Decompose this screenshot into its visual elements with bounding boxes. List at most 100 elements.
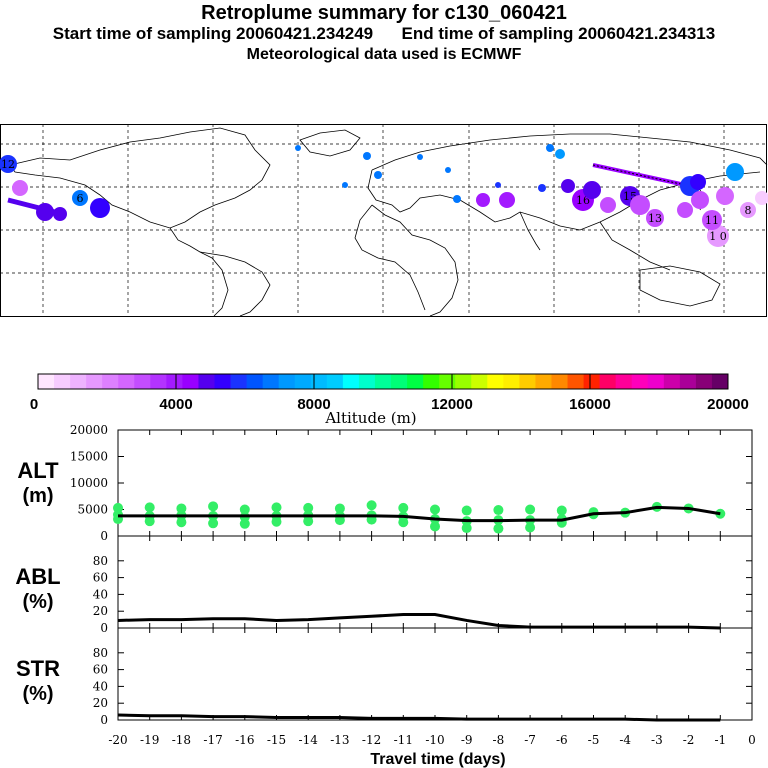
plume-marker [417,154,423,160]
colorbar-swatch [166,374,183,389]
colorbar-swatch [455,374,472,389]
y-tick-label: 15000 [70,450,108,464]
colorbar-swatch [310,374,328,389]
plume-marker-label: 1 0 [709,230,727,243]
start-time: Start time of sampling 20060421.234249 [52,24,374,43]
colorbar-swatch [423,374,440,389]
y-tick-label: 60 [93,663,108,677]
y-axis-unit: (%) [22,591,53,613]
colorbar-swatch [374,374,392,389]
colorbar-swatch [326,374,344,389]
series-line [118,505,721,523]
x-tick-label: -7 [524,733,536,747]
scatter-point [430,521,440,532]
colorbar-swatch [663,374,681,389]
plot-title: Retroplume summary for c130_060421 [201,2,567,24]
y-tick-label: 20 [93,696,108,710]
y-tick-label: 0 [100,621,108,635]
colorbar-swatch [38,374,55,389]
colorbar-swatch [695,374,713,389]
scatter-point [208,501,219,512]
panel-frame [117,627,753,721]
scatter-point [144,502,155,513]
colorbar-swatch [567,374,584,389]
colorbar-tick-label: 4000 [159,396,192,413]
x-tick-label: -8 [493,733,505,747]
colorbar-swatch [407,374,424,389]
plume-marker-label: 13 [648,212,662,225]
x-tick-label: -5 [588,733,600,747]
plume-marker [755,191,768,205]
scatter-point [271,502,282,513]
scatter-point [303,502,314,513]
colorbar-tick-label: 8000 [297,396,330,413]
x-tick-label: -19 [140,733,159,747]
plume-marker [495,182,501,188]
colorbar-swatch [487,374,504,389]
colorbar-swatch [391,374,408,389]
colorbar-swatch [711,374,729,389]
plume-marker [702,210,722,230]
plume-marker [555,149,565,159]
x-tick-label: -20 [108,733,127,747]
x-tick-label: -15 [267,733,286,747]
plume-marker-label: 8 [745,204,752,217]
plume-marker [295,145,301,151]
plume-marker [538,184,546,192]
plume-marker [726,163,744,181]
colorbar-tick-label: 12000 [431,396,473,413]
x-tick-label: -16 [235,733,254,747]
x-tick-label: -17 [203,733,222,747]
colorbar-swatch [342,374,360,389]
colorbar-swatch [262,374,280,389]
sampling-times: Start time of sampling 20060421.234249 E… [0,24,768,44]
colorbar-swatch [246,374,264,389]
plume-marker [36,203,54,221]
colorbar-swatch [150,374,167,389]
x-tick-label: -13 [330,733,349,747]
colorbar-swatch [358,374,376,389]
series-line [117,713,721,722]
scatter-point [334,515,345,526]
x-tick-label: -3 [651,733,663,747]
colorbar-swatch [278,374,296,389]
y-tick-label: 40 [93,679,108,693]
x-tick-label: 0 [748,733,756,747]
colorbar-swatch [134,374,151,389]
plume-marker [646,209,664,227]
colorbar-swatch [471,374,488,389]
colorbar-swatch [647,374,665,389]
colorbar: 0 4000 8000 12000 16000 20000 [30,373,749,413]
y-tick-label: 80 [93,646,108,660]
x-tick-label: -9 [461,733,473,747]
scatter-point [208,518,219,529]
plume-marker [342,182,348,188]
scatter-point [366,500,377,511]
x-tick-label: -2 [683,733,695,747]
colorbar-swatch [118,374,135,389]
plume-marker-label: 11 [705,214,719,227]
series-line [117,613,721,630]
x-tick-label: -6 [556,733,568,747]
colorbar-swatch [503,374,520,389]
y-tick-label: 0 [100,529,108,543]
y-axis-label: ALT [17,458,59,483]
scatter-point [461,523,472,534]
y-tick-label: 60 [93,571,108,585]
y-tick-label: 10000 [70,476,108,490]
plume-marker-label: 16 [576,194,590,207]
colorbar-swatch [214,374,231,389]
scatter-point [113,502,123,513]
panel-abl: 0 20 40 60 80 ABL(%) [15,535,753,635]
plume-marker [453,195,461,203]
plume-marker [53,207,67,221]
plume-marker [546,144,554,152]
scatter-point [493,505,504,516]
plume-marker [630,195,650,215]
plume-marker [0,155,17,173]
x-axis-label: Travel time (days) [370,751,505,768]
scatter-point [239,504,250,515]
